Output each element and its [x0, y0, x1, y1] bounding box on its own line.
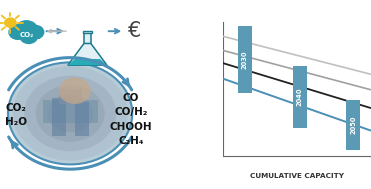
Circle shape: [47, 94, 93, 132]
FancyBboxPatch shape: [13, 33, 40, 39]
Circle shape: [16, 21, 37, 39]
Circle shape: [13, 66, 128, 161]
Circle shape: [59, 77, 91, 104]
Text: 2040: 2040: [297, 88, 303, 106]
Circle shape: [9, 25, 26, 39]
Text: C₂H₄: C₂H₄: [118, 136, 144, 146]
Circle shape: [8, 62, 132, 164]
Polygon shape: [68, 43, 107, 65]
Bar: [84, 32, 91, 44]
Text: €: €: [128, 21, 141, 41]
Text: CO: CO: [123, 93, 139, 103]
Circle shape: [4, 17, 17, 28]
FancyBboxPatch shape: [238, 26, 252, 93]
Bar: [52, 98, 66, 136]
Bar: [75, 102, 89, 136]
Text: CO₂: CO₂: [20, 32, 34, 38]
FancyBboxPatch shape: [346, 100, 360, 150]
Text: H₂O: H₂O: [5, 117, 27, 127]
Text: CUMULATIVE CAPACITY: CUMULATIVE CAPACITY: [250, 173, 344, 179]
Bar: [83, 31, 92, 33]
FancyBboxPatch shape: [293, 66, 307, 128]
Circle shape: [20, 29, 37, 43]
Bar: [59, 89, 82, 104]
Polygon shape: [68, 59, 107, 65]
Circle shape: [36, 85, 105, 142]
Text: CO/H₂: CO/H₂: [114, 108, 148, 117]
Text: 2030: 2030: [242, 50, 248, 69]
Circle shape: [24, 76, 116, 151]
Circle shape: [27, 26, 44, 39]
Bar: [43, 100, 98, 123]
Text: CHOOH: CHOOH: [110, 122, 152, 132]
Text: CO₂: CO₂: [5, 103, 26, 113]
Text: 2050: 2050: [350, 116, 356, 134]
